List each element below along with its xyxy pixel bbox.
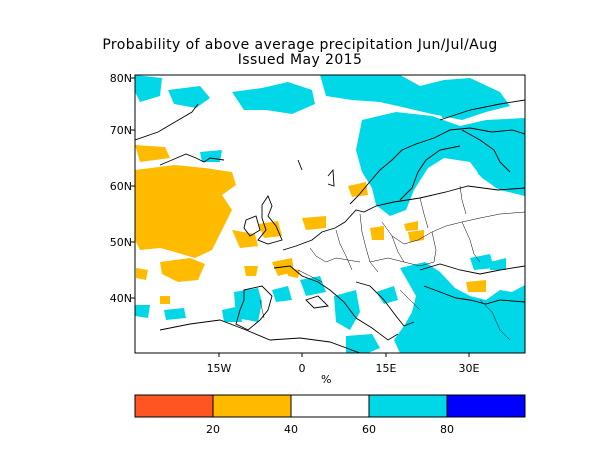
map-frame — [134, 74, 526, 354]
colorbar-segment-40-60 — [291, 395, 369, 417]
above-average-regions — [135, 75, 525, 353]
colorbar-segment-20-40 — [213, 395, 291, 417]
below-average-regions — [135, 145, 486, 338]
lon-label-15w: 15W — [206, 362, 232, 375]
lon-label-0: 0 — [298, 362, 306, 375]
colorbar-segment-60-80 — [369, 395, 447, 417]
lat-ticks — [131, 77, 135, 299]
lat-label-80n: 80N — [109, 72, 132, 85]
colorbar-segment-80-100 — [447, 395, 525, 417]
lon-label-15e: 15E — [375, 362, 397, 375]
lon-ticks — [218, 353, 470, 357]
lat-label-70n: 70N — [109, 124, 132, 137]
colorbar-unit: % — [321, 373, 332, 386]
colorbar-label-80: 80 — [440, 423, 454, 436]
probability-map — [135, 75, 525, 353]
lon-label-30e: 30E — [458, 362, 480, 375]
map-subtitle: Issued May 2015 — [237, 52, 363, 68]
lat-label-60n: 60N — [109, 180, 132, 193]
colorbar-label-40: 40 — [284, 423, 298, 436]
lat-label-40n: 40N — [109, 292, 132, 305]
map-title: Probability of above average precipitati… — [102, 37, 498, 53]
coastlines — [135, 99, 525, 353]
colorbar-segment-0-20 — [135, 395, 213, 417]
colorbar — [134, 394, 526, 418]
lat-label-50n: 50N — [109, 236, 132, 249]
colorbar-label-60: 60 — [362, 423, 376, 436]
country-borders — [259, 185, 525, 341]
colorbar-label-20: 20 — [206, 423, 220, 436]
colorbar-frame — [134, 394, 526, 418]
